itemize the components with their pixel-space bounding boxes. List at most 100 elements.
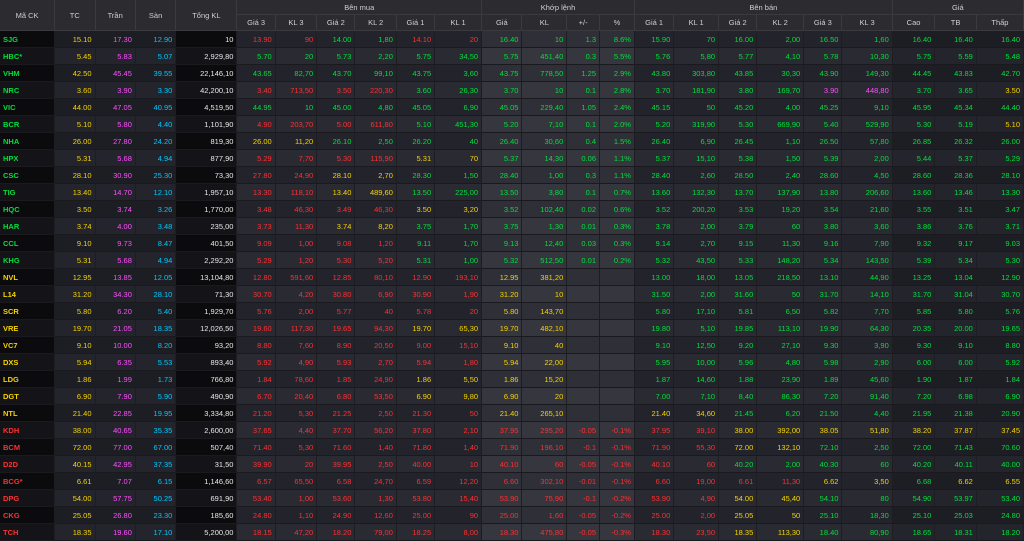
- cell-symbol[interactable]: BCM: [0, 438, 56, 456]
- cell-symbol[interactable]: VC7: [0, 336, 56, 354]
- col-buy-price-2[interactable]: Giá 2: [316, 14, 356, 31]
- table-row[interactable]: TCH 18.35 19.60 17.10 5,200,00 18.15 47,20 18.2…: [0, 523, 1024, 541]
- col-low[interactable]: Thấp: [976, 14, 1024, 31]
- table-row[interactable]: SJG 15.10 17.30 12.90 10 13.90 90 14.00 1,80 14.1…: [0, 30, 1024, 48]
- col-match-price[interactable]: Giá: [481, 14, 523, 31]
- table-row[interactable]: NHA 26.00 27.80 24.20 819,30 26.00 11,20 26.10 2…: [0, 132, 1024, 150]
- col-sell-vol-3[interactable]: KL 3: [841, 14, 893, 31]
- col-average[interactable]: TB: [934, 14, 977, 31]
- table-row[interactable]: HBC* 5.45 5.83 5.07 2,929,80 5.70 20 5.73 2,20 5.…: [0, 47, 1024, 65]
- col-buy-vol-1[interactable]: KL 1: [434, 14, 483, 31]
- table-row[interactable]: CKG 25.05 26.80 23.30 185,60 24.80 1,10 24.90 12…: [0, 506, 1024, 524]
- col-floor[interactable]: Sàn: [135, 0, 177, 31]
- col-ceiling[interactable]: Trần: [95, 0, 136, 31]
- cell-symbol[interactable]: NVL: [0, 268, 56, 286]
- cell-buy-vol-1: 6,90: [434, 98, 483, 116]
- cell-symbol[interactable]: CKG: [0, 506, 56, 524]
- table-row[interactable]: KDH 38.00 40.65 35.35 2,600,00 37.65 4,40 37.70…: [0, 421, 1024, 439]
- cell-symbol[interactable]: BCG*: [0, 472, 56, 490]
- table-row[interactable]: BCG* 6.61 7.07 6.15 1,146,60 6.57 65,50 6.58 24,…: [0, 472, 1024, 490]
- cell-floor: 18.35: [135, 319, 177, 337]
- table-row[interactable]: NTL 21.40 22.85 19.95 3,334,80 21.20 5,30 21.25…: [0, 404, 1024, 422]
- table-row[interactable]: NRC 3.60 3.90 3.30 42,200,10 3.40 713,50 3.50 22…: [0, 81, 1024, 99]
- table-row[interactable]: HQC 3.50 3.74 3.26 1,770,00 3.48 46,30 3.49 46,3…: [0, 200, 1024, 218]
- cell-symbol[interactable]: HBC*: [0, 47, 56, 65]
- col-sell-price-2[interactable]: Giá 2: [718, 14, 758, 31]
- col-buy-vol-3[interactable]: KL 3: [275, 14, 318, 31]
- col-sell-price-3[interactable]: Giá 3: [803, 14, 843, 31]
- cell-symbol[interactable]: HAR: [0, 217, 56, 235]
- table-row[interactable]: KHG 5.31 5.68 4.94 2,292,20 5.29 1,20 5.30 5,20 5…: [0, 251, 1024, 269]
- col-symbol[interactable]: Mã CK: [0, 0, 56, 31]
- cell-symbol[interactable]: BCR: [0, 115, 56, 133]
- cell-change: 0.1: [566, 115, 600, 133]
- cell-sell-vol-1: 2,00: [673, 285, 720, 303]
- cell-symbol[interactable]: CSC: [0, 166, 56, 184]
- cell-symbol[interactable]: NRC: [0, 81, 56, 99]
- cell-floor: 8.47: [135, 234, 177, 252]
- cell-symbol[interactable]: VIC: [0, 98, 56, 116]
- col-match-vol[interactable]: KL: [521, 14, 568, 31]
- col-total-volume[interactable]: Tổng KL: [175, 0, 238, 31]
- table-row[interactable]: VRE 19.70 21.05 18.35 12,026,50 19.60 117,30 19…: [0, 319, 1024, 337]
- cell-symbol[interactable]: KDH: [0, 421, 56, 439]
- cell-sell-vol-3: 2,00: [841, 149, 893, 167]
- cell-change-pct: 8.6%: [599, 30, 635, 48]
- col-sell-vol-1[interactable]: KL 1: [673, 14, 720, 31]
- cell-symbol[interactable]: VHM: [0, 64, 56, 82]
- cell-symbol[interactable]: CCL: [0, 234, 56, 252]
- col-high[interactable]: Cao: [892, 14, 936, 31]
- cell-sell-vol-1: 7,10: [673, 387, 720, 405]
- cell-high: 5.30: [892, 115, 936, 133]
- cell-symbol[interactable]: TIG: [0, 183, 56, 201]
- cell-symbol[interactable]: L14: [0, 285, 56, 303]
- table-row[interactable]: BCM 72.00 77.00 67.00 507,40 71.40 5,30 71.60 1,…: [0, 438, 1024, 456]
- cell-change: 0.1: [566, 183, 600, 201]
- cell-buy-vol-2: 40: [354, 302, 397, 320]
- table-row[interactable]: LDG 1.86 1.99 1.73 766,80 1.84 78,60 1.85 24,90 1…: [0, 370, 1024, 388]
- table-row[interactable]: DXS 5.94 6.35 5.53 893,40 5.92 4,90 5.93 2,70 5.9…: [0, 353, 1024, 371]
- cell-symbol[interactable]: VRE: [0, 319, 56, 337]
- table-row[interactable]: CSC 28.10 30.90 25.30 73,30 27.80 24,90 28.10 2,…: [0, 166, 1024, 184]
- cell-symbol[interactable]: DPG: [0, 489, 56, 507]
- col-ref[interactable]: TC: [54, 0, 96, 31]
- cell-average: 28.36: [934, 166, 977, 184]
- cell-symbol[interactable]: TCH: [0, 523, 56, 541]
- cell-buy-vol-3: 2,00: [275, 302, 318, 320]
- table-row[interactable]: D2D 40.15 42.95 37.35 31,50 39.90 20 39.95 2,50 4…: [0, 455, 1024, 473]
- cell-symbol[interactable]: SJG: [0, 30, 56, 48]
- table-row[interactable]: HPX 5.31 5.68 4.94 877,90 5.29 7,70 5.30 115,90 5…: [0, 149, 1024, 167]
- col-sell-price-1[interactable]: Giá 1: [634, 14, 675, 31]
- cell-symbol[interactable]: KHG: [0, 251, 56, 269]
- table-row[interactable]: DGT 6.90 7.90 5.90 490,90 6.70 20,40 6.80 53,50 6…: [0, 387, 1024, 405]
- table-row[interactable]: VIC 44.00 47.05 40.95 4,519,50 44.95 10 45.00 4,…: [0, 98, 1024, 116]
- cell-match-vol: 475,80: [521, 523, 568, 541]
- table-row[interactable]: DPG 54.00 57.75 50.25 691,90 53.40 1,00 53.60 1,…: [0, 489, 1024, 507]
- cell-match-price: 6.90: [481, 387, 523, 405]
- col-change-pct[interactable]: %: [599, 14, 635, 31]
- col-buy-price-1[interactable]: Giá 1: [396, 14, 436, 31]
- col-sell-vol-2[interactable]: KL 2: [756, 14, 805, 31]
- cell-symbol[interactable]: D2D: [0, 455, 56, 473]
- col-buy-vol-2[interactable]: KL 2: [354, 14, 397, 31]
- cell-symbol[interactable]: DGT: [0, 387, 56, 405]
- cell-symbol[interactable]: NTL: [0, 404, 56, 422]
- table-row[interactable]: L14 31.20 34.30 28.10 71,30 30.70 4,20 30.80 6,9…: [0, 285, 1024, 303]
- cell-symbol[interactable]: NHA: [0, 132, 56, 150]
- cell-symbol[interactable]: DXS: [0, 353, 56, 371]
- cell-symbol[interactable]: SCR: [0, 302, 56, 320]
- cell-symbol[interactable]: HQC: [0, 200, 56, 218]
- table-row[interactable]: CCL 9.10 9.73 8.47 401,50 9.09 1,00 9.08 1,20 9.1…: [0, 234, 1024, 252]
- table-row[interactable]: VC7 9.10 10.00 8.20 93,20 8.80 7,60 8.90 20,50 9.…: [0, 336, 1024, 354]
- cell-symbol[interactable]: HPX: [0, 149, 56, 167]
- table-row[interactable]: TIG 13.40 14.70 12.10 1,957,10 13.30 118,10 13.…: [0, 183, 1024, 201]
- table-row[interactable]: SCR 5.80 6.20 5.40 1,929,70 5.76 2,00 5.77 40 5.7…: [0, 302, 1024, 320]
- table-row[interactable]: VHM 42.50 45.45 39.55 22,146,10 43.65 82,70 43.…: [0, 64, 1024, 82]
- table-row[interactable]: HAR 3.74 4.00 3.48 235,00 3.73 11,30 3.74 8,20 3.…: [0, 217, 1024, 235]
- table-row[interactable]: NVL 12.95 13.85 12.05 13,104,80 12.80 591,60 12…: [0, 268, 1024, 286]
- col-buy-price-3[interactable]: Giá 3: [236, 14, 276, 31]
- table-row[interactable]: BCR 5.10 5.80 4.40 1,101,90 4.90 203,70 5.00 611…: [0, 115, 1024, 133]
- cell-symbol[interactable]: LDG: [0, 370, 56, 388]
- col-change[interactable]: +/-: [566, 14, 600, 31]
- group-price: Giá: [892, 0, 1024, 15]
